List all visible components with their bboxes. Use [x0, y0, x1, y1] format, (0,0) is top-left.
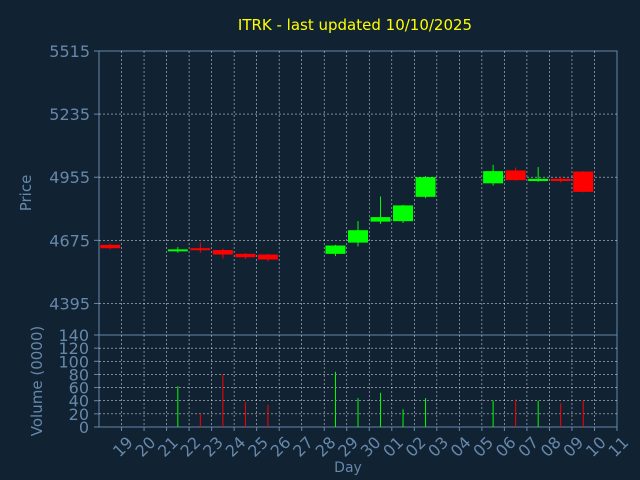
volume-tick-label: 60	[69, 379, 89, 398]
price-tick-label: 5235	[49, 105, 90, 124]
price-plot-frame	[98, 50, 618, 336]
volume-tick-label: 20	[69, 405, 89, 424]
candle-body	[325, 245, 346, 254]
candle-body	[505, 170, 526, 181]
price-tick-label: 4395	[49, 294, 90, 313]
candlestick-series	[100, 164, 594, 262]
volume-tick-label: 0	[79, 418, 89, 437]
volume-tick-label: 100	[58, 352, 89, 371]
price-axis-label: Price	[17, 175, 35, 212]
price-grid	[99, 51, 617, 335]
candle-body	[370, 217, 391, 222]
candle-body	[235, 253, 256, 258]
volume-tick-label: 140	[58, 326, 89, 345]
day-axis-ticks: 1920212223242526272829300102030405060708…	[109, 427, 632, 461]
candle-body	[415, 177, 436, 197]
volume-grid	[99, 335, 617, 427]
candle-body	[528, 178, 549, 182]
candle-body	[212, 250, 233, 255]
price-tick-label: 4675	[49, 231, 90, 250]
volume-axis-label: Volume (0000)	[28, 326, 46, 436]
volume-tick-label: 120	[58, 339, 89, 358]
volume-series	[177, 371, 584, 427]
price-axis-ticks: 4395 4675 4955 5235 5515	[49, 42, 99, 313]
price-panel: 4395 4675 4955 5235 5515 Price	[17, 42, 618, 336]
candle-body	[393, 205, 414, 222]
day-axis-label: Day	[334, 460, 362, 476]
candle-body	[573, 171, 594, 192]
volume-tick-label: 40	[69, 392, 89, 411]
candle-body	[257, 254, 278, 260]
price-tick-label: 5515	[49, 42, 90, 61]
volume-tick-label: 80	[69, 365, 89, 384]
candle-body	[100, 244, 121, 249]
day-tick-label: 11	[604, 433, 632, 461]
chart-title: ITRK - last updated 10/10/2025	[238, 16, 472, 34]
price-tick-label: 4955	[49, 168, 90, 187]
candle-body	[483, 171, 504, 184]
candle-body	[167, 249, 188, 252]
candle-body	[348, 230, 368, 243]
candle-body	[550, 178, 571, 182]
candle-body	[190, 248, 211, 251]
